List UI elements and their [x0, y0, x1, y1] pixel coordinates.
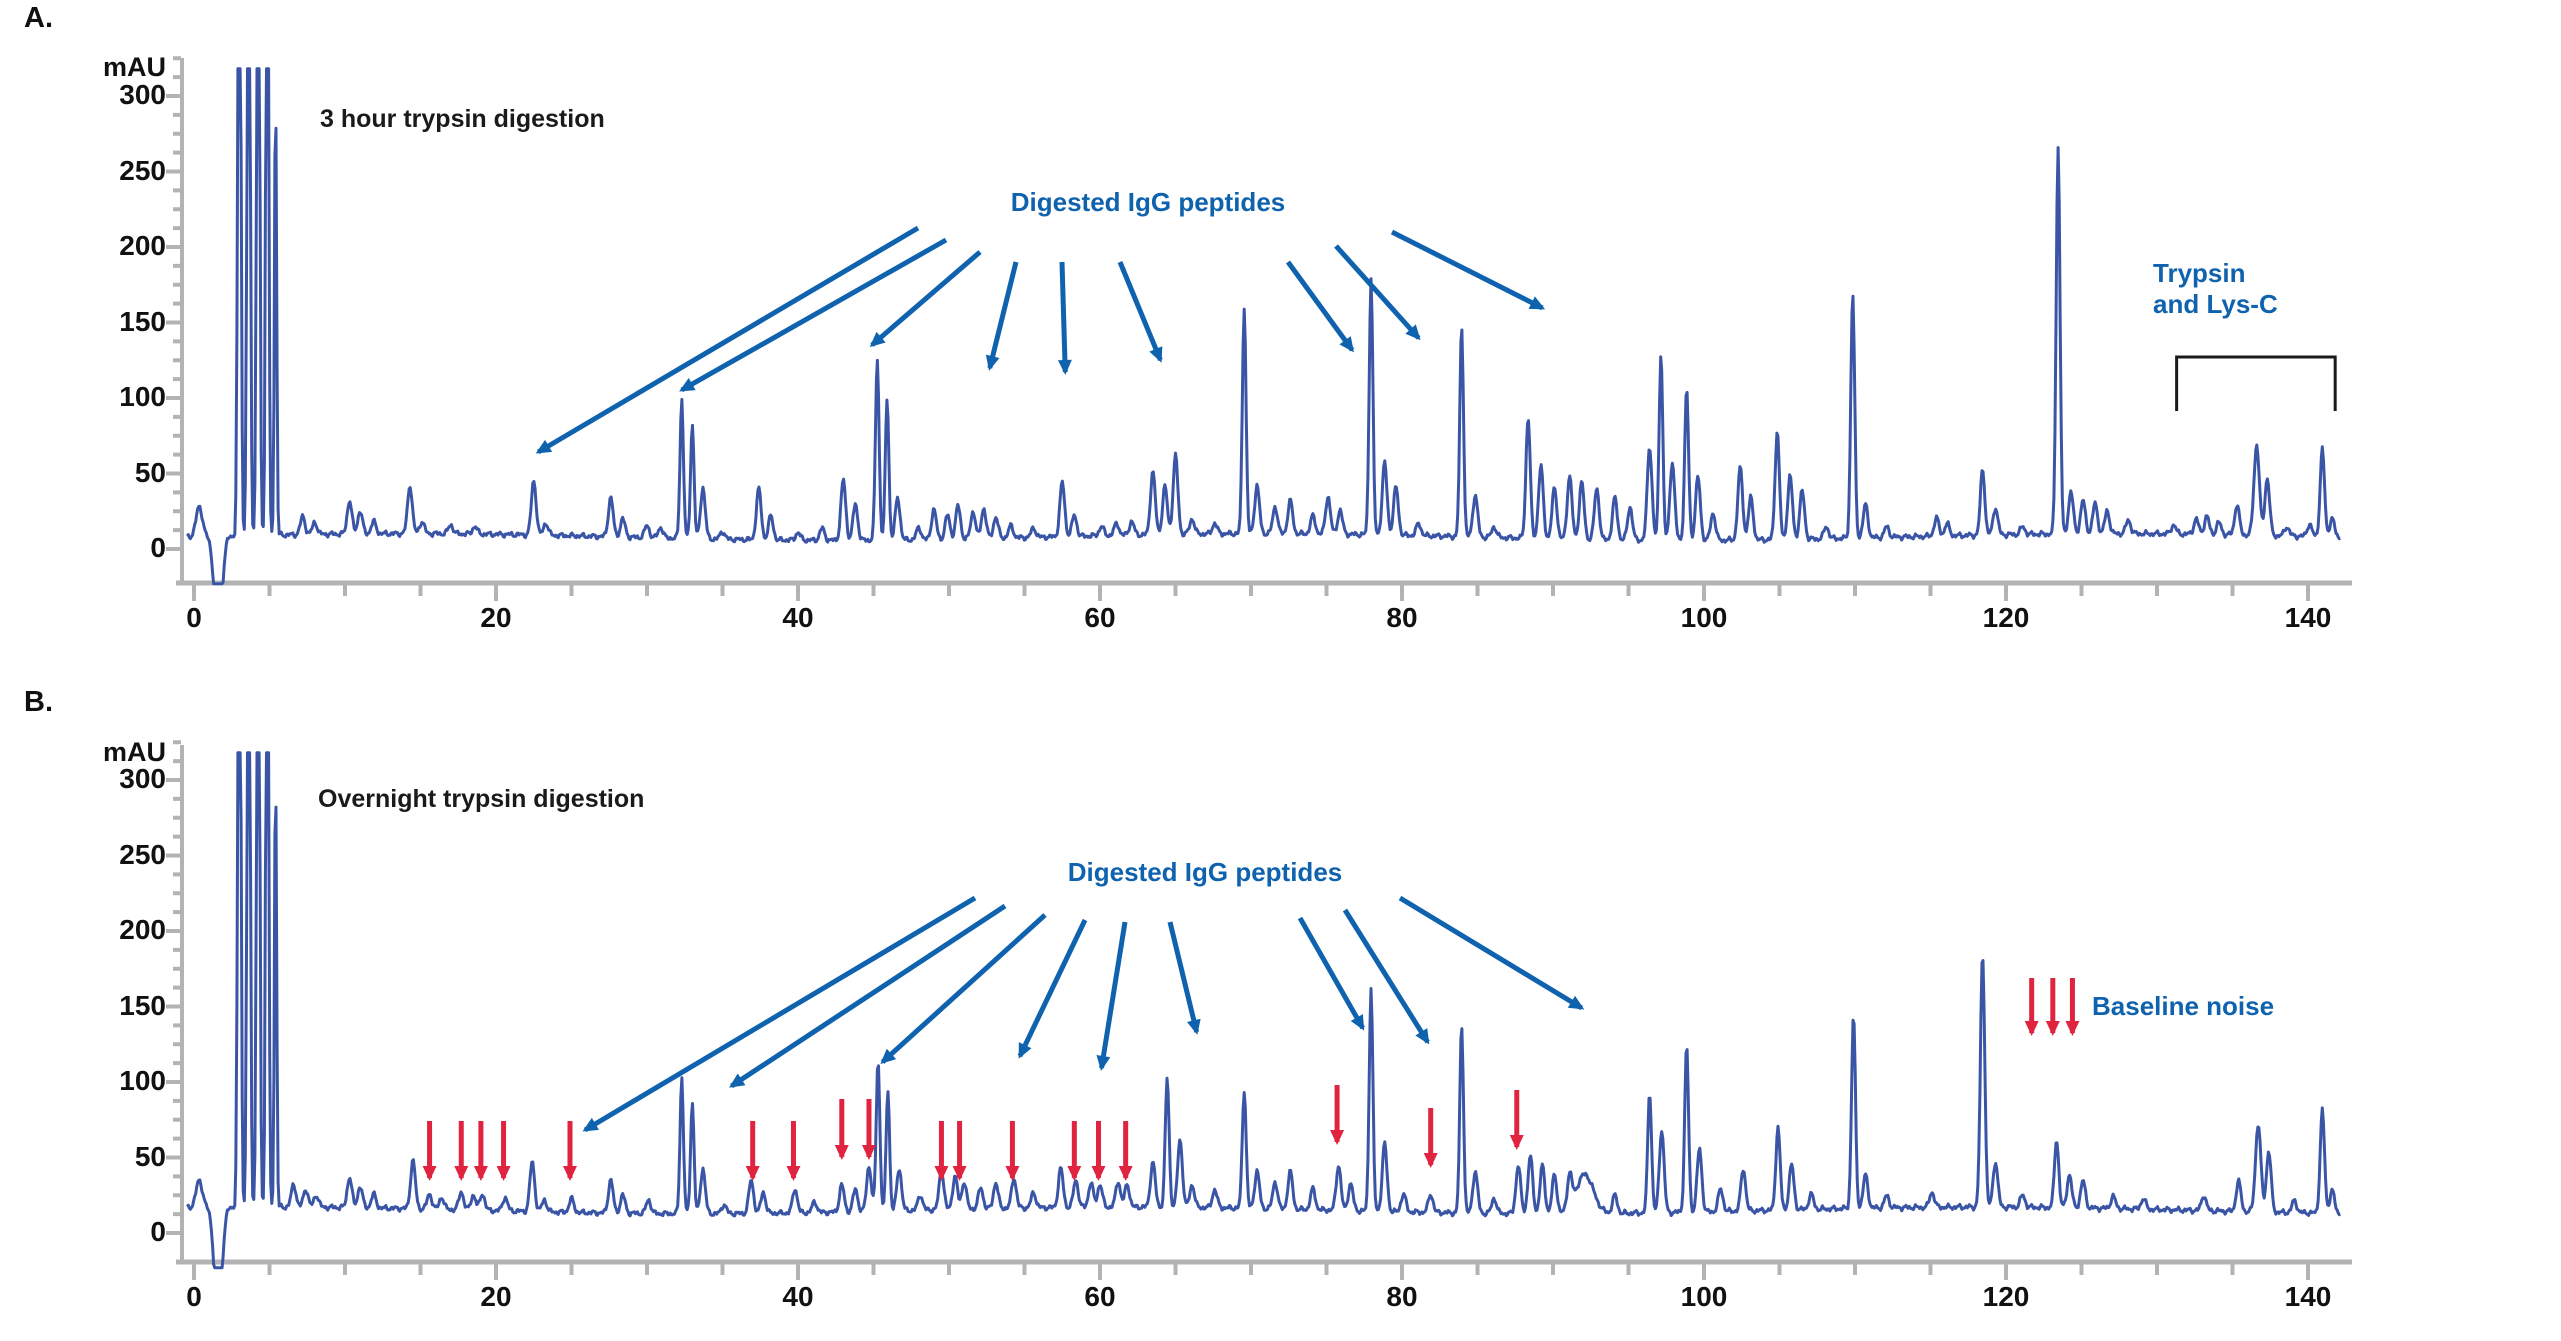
digested-igg-arrow [1398, 895, 1585, 1011]
x-tick-label-40: 40 [782, 602, 814, 633]
panel-b-trace [186, 751, 2341, 1270]
x-tick-label-140: 140 [2284, 602, 2332, 633]
digested-igg-arrow [1390, 229, 1546, 311]
panel-a-yaxis-unit: mAU [102, 52, 166, 82]
panel-a-trace [186, 67, 2341, 586]
panel-b-title: Overnight trypsin digestion [318, 785, 645, 813]
y-tick-label-0: 0 [150, 1216, 166, 1247]
x-tick-label-0: 0 [186, 602, 202, 633]
y-tick-label-200: 200 [119, 914, 166, 945]
y-tick-label-0: 0 [150, 532, 166, 563]
digested-igg-arrow [1117, 261, 1163, 363]
x-tick-label-140: 140 [2284, 1281, 2332, 1312]
y-tick-label-250: 250 [119, 838, 166, 870]
panel-a-letter: A. [24, 2, 53, 34]
digested-igg-arrow [535, 225, 920, 455]
x-tick-label-40: 40 [782, 1281, 814, 1312]
y-tick-label-250: 250 [119, 154, 166, 186]
digested-igg-arrow [1096, 921, 1128, 1071]
x-tick-label-60: 60 [1084, 1281, 1116, 1312]
x-tick-label-120: 120 [1982, 602, 2030, 633]
y-tick-label-50: 50 [134, 1140, 166, 1172]
digested-igg-arrow [880, 913, 1047, 1065]
panel-a-digested-igg-label: Digested IgG peptides [1010, 187, 1286, 217]
x-tick-label-120: 120 [1982, 1281, 2030, 1312]
digested-igg-arrow [1057, 261, 1072, 375]
x-tick-label-100: 100 [1680, 1281, 1728, 1312]
x-tick-label-100: 100 [1680, 602, 1728, 633]
x-tick-label-0: 0 [186, 1281, 202, 1312]
x-tick-label-80: 80 [1386, 1281, 1418, 1312]
digested-igg-arrow [1285, 260, 1355, 353]
digested-igg-arrow [869, 250, 982, 347]
y-tick-label-50: 50 [134, 456, 166, 488]
y-tick-label-150: 150 [119, 989, 166, 1021]
digested-igg-arrow [1297, 916, 1365, 1031]
trypsin-lysc-bracket [2175, 355, 2337, 411]
panel-a-title: 3 hour trypsin digestion [320, 105, 605, 133]
digested-igg-arrow [1342, 908, 1430, 1045]
digested-igg-arrow [679, 237, 948, 393]
digested-igg-arrow [1017, 918, 1088, 1059]
panel-a-trypsin-lysc-label: Trypsin and Lys-C [2153, 258, 2278, 319]
y-tick-label-300: 300 [119, 79, 166, 110]
digested-igg-arrow [1334, 244, 1421, 341]
y-tick-label-100: 100 [119, 381, 166, 412]
panel-b-letter: B. [24, 686, 53, 718]
y-tick-label-100: 100 [119, 1065, 166, 1096]
digested-igg-arrow [582, 895, 977, 1133]
panel-b-baseline-noise-label: Baseline noise [2092, 991, 2275, 1021]
x-tick-label-20: 20 [480, 1281, 512, 1312]
x-tick-label-80: 80 [1386, 602, 1418, 633]
y-tick-label-200: 200 [119, 230, 166, 261]
panel-b-digested-igg-label: Digested IgG peptides [1067, 857, 1343, 887]
x-tick-label-20: 20 [480, 602, 512, 633]
panel-b-yaxis-unit: mAU [102, 737, 166, 767]
y-tick-label-300: 300 [119, 763, 166, 794]
y-tick-label-150: 150 [119, 305, 166, 337]
x-tick-label-60: 60 [1084, 602, 1116, 633]
digested-igg-arrow [729, 903, 1007, 1089]
digested-igg-arrow [985, 261, 1019, 371]
digested-igg-arrow [1167, 921, 1201, 1035]
